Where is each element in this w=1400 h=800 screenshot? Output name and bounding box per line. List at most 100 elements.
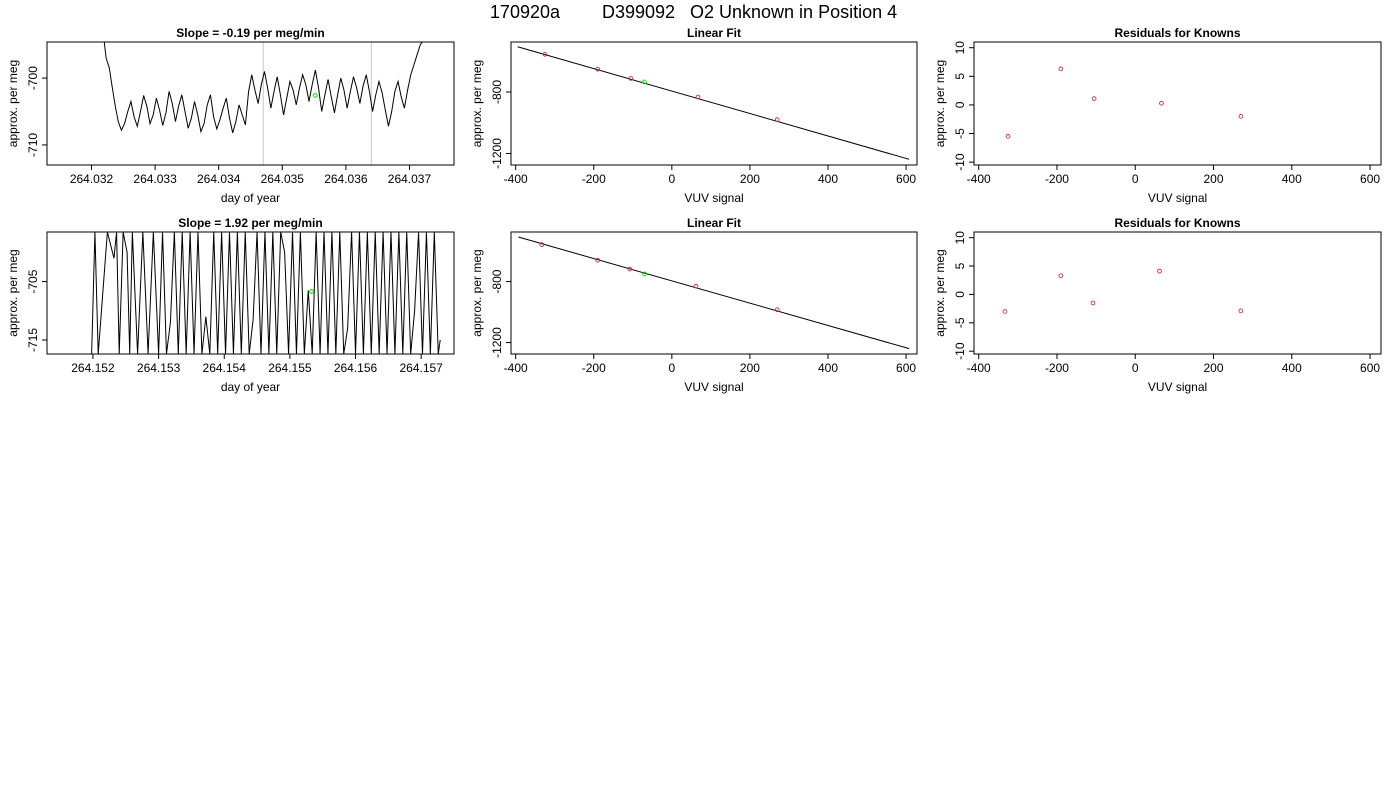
plot-area [91, 232, 441, 354]
x-tick-label: 400 [1282, 361, 1302, 375]
x-tick-label: 264.035 [261, 172, 305, 186]
y-axis-label: approx. per meg [6, 60, 20, 147]
plot-frame [46, 231, 455, 355]
panel-1: Slope = -0.19 per meg/min day of year appr… [6, 26, 455, 205]
x-tick-label: 264.157 [399, 361, 443, 375]
data-point [539, 242, 545, 248]
y-tick-label: -1200 [490, 327, 504, 358]
plot-area [1002, 268, 1244, 314]
y-tick-label: -705 [26, 269, 40, 293]
fit-line [518, 236, 910, 350]
y-tick-label: 10 [953, 41, 967, 55]
plot-area [1005, 66, 1244, 139]
y-axis-label: approx. per meg [470, 249, 484, 336]
panel-3: Residuals for Knowns VUV signal approx. pe… [933, 26, 1382, 205]
header-description: O2 Unknown in Position 4 [690, 2, 897, 22]
series-line [103, 42, 424, 134]
plot-area [517, 46, 910, 160]
x-tick-label: 0 [668, 172, 675, 186]
x-tick-label: -400 [967, 361, 991, 375]
y-tick-label: 0 [953, 291, 967, 298]
series-line [91, 232, 441, 354]
x-tick-label: -200 [1045, 172, 1069, 186]
x-tick-label: -400 [967, 172, 991, 186]
x-axis-label: VUV signal [1148, 191, 1207, 205]
panel-title: Residuals for Knowns [1114, 216, 1240, 230]
data-point [774, 307, 780, 313]
unknown-point [309, 289, 314, 294]
x-tick-label: -400 [504, 361, 528, 375]
fit-line [517, 46, 910, 160]
data-point [595, 66, 601, 72]
data-point [1058, 273, 1064, 279]
x-tick-label: 600 [1360, 361, 1380, 375]
x-tick-label: 264.152 [71, 361, 115, 375]
data-point [1091, 96, 1097, 101]
panel-title: Residuals for Knowns [1114, 26, 1240, 40]
y-tick-label: -10 [953, 342, 967, 360]
x-tick-label: -200 [582, 361, 606, 375]
x-tick-label: 264.033 [133, 172, 177, 186]
x-axis-label: VUV signal [684, 191, 743, 205]
y-tick-label: -800 [490, 269, 504, 293]
y-tick-label: 10 [953, 231, 967, 245]
data-point [1058, 66, 1064, 72]
x-tick-label: 200 [740, 172, 760, 186]
y-tick-label: -5 [953, 128, 967, 139]
x-tick-label: 0 [1132, 172, 1139, 186]
plot-area [103, 42, 424, 165]
y-tick-label: 5 [953, 262, 967, 269]
x-tick-label: 400 [1282, 172, 1302, 186]
plot-frame [510, 231, 918, 355]
y-tick-label: -1200 [490, 138, 504, 169]
y-tick-label: -700 [26, 66, 40, 90]
plot-area [518, 236, 910, 350]
x-axis-label: VUV signal [684, 380, 743, 394]
y-axis-label: approx. per meg [6, 249, 20, 336]
y-tick-label: -715 [26, 328, 40, 352]
y-tick-label: -5 [953, 317, 967, 328]
header-run-id: 170920a [490, 2, 561, 22]
data-point [542, 51, 548, 57]
data-point [642, 271, 647, 277]
data-point [1090, 300, 1096, 306]
x-tick-label: 200 [1203, 172, 1223, 186]
x-tick-label: -200 [1045, 361, 1069, 375]
x-axis-label: VUV signal [1148, 380, 1207, 394]
panel-title: Linear Fit [687, 216, 741, 230]
x-tick-label: 264.156 [334, 361, 378, 375]
x-tick-label: 600 [896, 361, 916, 375]
y-axis-label: approx. per meg [933, 249, 947, 336]
x-axis-label: day of year [221, 191, 280, 205]
x-tick-label: 264.032 [70, 172, 114, 186]
unknown-point [312, 93, 318, 98]
x-tick-label: 264.154 [203, 361, 247, 375]
x-tick-label: 200 [740, 361, 760, 375]
y-tick-label: 5 [953, 73, 967, 80]
panel-title: Slope = 1.92 per meg/min [178, 216, 322, 230]
plot-frame [973, 231, 1382, 355]
y-tick-label: 0 [953, 101, 967, 108]
data-point [1005, 134, 1011, 139]
data-point [595, 257, 601, 263]
data-point [774, 117, 780, 122]
data-point [1002, 309, 1008, 314]
x-tick-label: 0 [668, 361, 675, 375]
data-point [642, 79, 647, 85]
panel-title: Slope = -0.19 per meg/min [176, 26, 324, 40]
x-tick-label: -400 [504, 172, 528, 186]
y-axis-label: approx. per meg [470, 60, 484, 147]
plot-frame [510, 41, 918, 166]
x-tick-label: 600 [896, 172, 916, 186]
panel-title: Linear Fit [687, 26, 741, 40]
x-tick-label: 264.037 [388, 172, 432, 186]
x-tick-label: 264.155 [268, 361, 312, 375]
x-tick-label: -200 [582, 172, 606, 186]
x-tick-label: 264.036 [324, 172, 368, 186]
y-tick-label: -710 [26, 133, 40, 157]
y-tick-label: -10 [953, 153, 967, 171]
x-tick-label: 400 [818, 361, 838, 375]
